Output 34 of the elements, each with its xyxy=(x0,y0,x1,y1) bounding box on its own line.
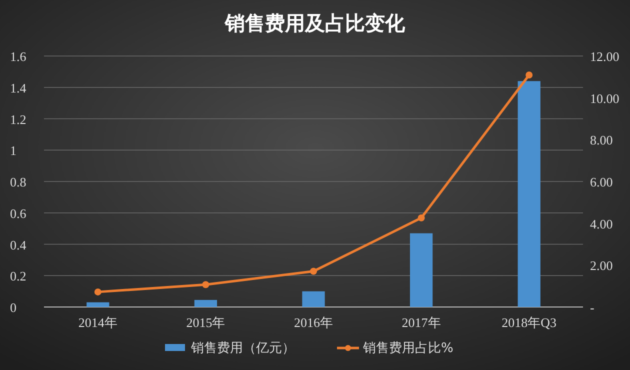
x-tick-label: 2016年 xyxy=(294,315,333,330)
y2-tick-label: - xyxy=(590,300,594,315)
y2-tick-label: 6.00 xyxy=(590,174,613,190)
y-tick-label: 0 xyxy=(10,300,16,315)
point xyxy=(418,214,425,222)
y-tick-label: 1 xyxy=(10,143,16,158)
x-tick-label: 2014年 xyxy=(78,315,118,330)
bar xyxy=(518,81,540,307)
y2-tick-label: 2.00 xyxy=(590,258,613,274)
y-tick-label: 0.8 xyxy=(10,174,26,190)
bar xyxy=(86,302,110,307)
y-tick-label: 0.2 xyxy=(10,268,26,284)
bar xyxy=(410,233,433,307)
point xyxy=(526,72,533,79)
x-tick-label: 2015年 xyxy=(186,315,226,330)
bar xyxy=(302,291,325,307)
y-tick-label: 0.6 xyxy=(10,206,27,221)
x-tick-label: 2018年Q3 xyxy=(502,315,557,330)
y2-tick-label: 10.00 xyxy=(590,90,620,106)
y-tick-label: 1.4 xyxy=(10,80,27,96)
y-tick-label: 1.6 xyxy=(10,49,27,64)
y-tick-label: 1.2 xyxy=(10,112,26,127)
x-tick-label: 2017年 xyxy=(402,315,441,330)
y2-tick-label: 4.00 xyxy=(590,216,613,232)
legend-label: 销售费用占比% xyxy=(362,341,454,356)
point xyxy=(202,281,210,288)
chart-title: 销售费用及占比变化 xyxy=(224,11,406,35)
point xyxy=(310,268,317,275)
legend-label: 销售费用（亿元） xyxy=(190,341,295,356)
bar xyxy=(194,300,218,307)
y2-tick-label: 12.00 xyxy=(590,49,620,64)
y-tick-label: 0.4 xyxy=(10,237,27,252)
y2-tick-label: 8.00 xyxy=(590,132,613,148)
point xyxy=(94,288,102,296)
